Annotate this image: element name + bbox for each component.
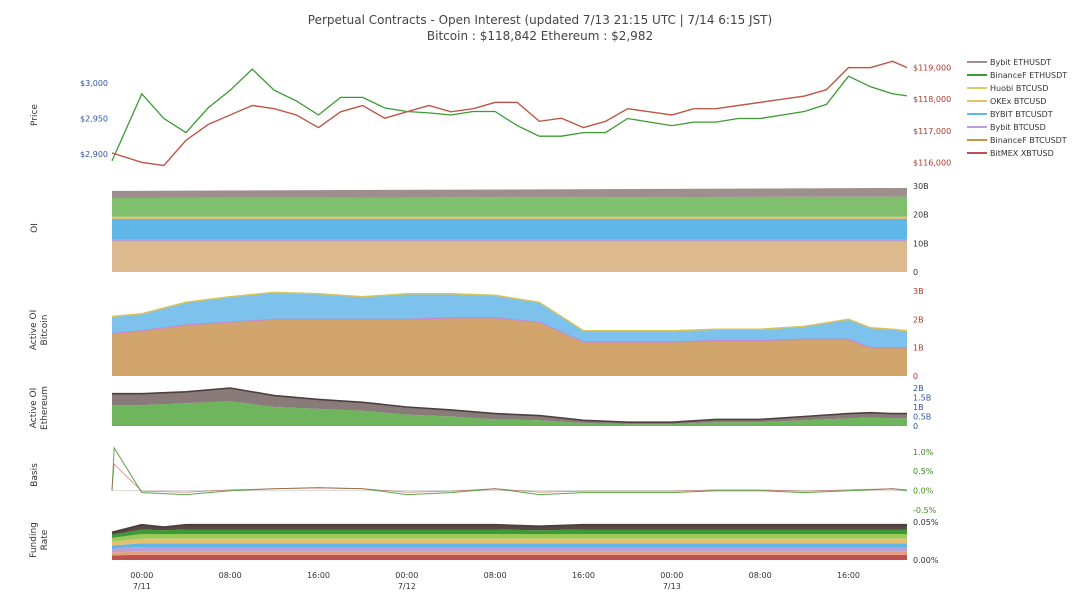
funding-ylabel-1: Funding — [29, 522, 39, 558]
legend-label: Bybit ETHUSDT — [990, 58, 1051, 67]
basis-tick: -0.5% — [913, 506, 937, 515]
x-tick-time: 00:00 — [395, 571, 418, 580]
price-left-tick: $2,950 — [80, 115, 108, 124]
active-eth-ylabel-2: Ethereum — [40, 386, 50, 430]
funding-top-line — [111, 523, 907, 534]
oi-area-bybit-btcusdt — [112, 219, 907, 239]
active-btc-panel: 3B 2B 1B 0 — [111, 287, 924, 381]
active-btc-tick: 1B — [913, 344, 924, 353]
basis-line-btc — [111, 463, 908, 493]
funding-area-binancef-ethusdt — [112, 529, 907, 538]
legend-label: BinanceF ETHUSDT — [990, 71, 1067, 80]
eth-price-line — [111, 68, 908, 162]
oi-area-okex-btcusd — [112, 216, 907, 219]
btc-price-line-shadow — [111, 60, 908, 167]
active-btc-tick: 2B — [913, 315, 924, 324]
oi-tick: 20B — [913, 211, 929, 220]
funding-area-okex-btcusd — [112, 538, 907, 546]
funding-panel: 0.05% 0.00% — [111, 518, 939, 565]
legend: Bybit ETHUSDT BinanceF ETHUSDT Huobi BTCUS… — [967, 58, 1067, 158]
chart-title-line1: Perpetual Contracts - Open Interest (upd… — [308, 13, 772, 27]
active-btc-top-line — [111, 291, 908, 332]
active-eth-tick: 0 — [913, 422, 918, 431]
price-right-tick: $119,000 — [913, 64, 951, 73]
price-panel: $3,000 $2,950 $2,900 $119,000 $118,000 $117,0… — [80, 60, 951, 167]
active-btc-ylabel-2: Bitcoin — [40, 315, 50, 346]
basis-tick: 0.0% — [913, 487, 934, 496]
funding-area-huobi-btcusd — [112, 534, 907, 542]
oi-panel: 30B 20B 10B 0 — [112, 182, 929, 277]
btc-price-line — [111, 60, 908, 167]
funding-tick: 0.00% — [913, 556, 939, 565]
legend-label: BYBIT BTCUSDT — [990, 110, 1053, 119]
x-tick-time: 08:00 — [484, 571, 507, 580]
oi-tick: 10B — [913, 239, 929, 248]
funding-area-bybit-ethusdt — [112, 524, 907, 535]
price-left-tick: $2,900 — [80, 150, 108, 159]
active-btc-area-binancef-btcusdt — [112, 317, 907, 376]
x-tick-date: 7/12 — [398, 582, 416, 591]
active-btc-tick: 3B — [913, 287, 924, 296]
legend-label: BitMEX XBTUSD — [990, 149, 1054, 158]
x-tick-date: 7/13 — [663, 582, 681, 591]
chart-title-line2: Bitcoin : $118,842 Ethereum : $2,982 — [427, 29, 653, 43]
x-tick-time: 16:00 — [837, 571, 860, 580]
oi-tick: 0 — [913, 268, 918, 277]
active-eth-area-binancef-ethusdt — [112, 401, 907, 426]
funding-area-binancef-btcusdt — [112, 551, 907, 556]
legend-label: Bybit BTCUSD — [990, 123, 1046, 132]
basis-tick: 0.5% — [913, 467, 934, 476]
price-right-tick: $117,000 — [913, 127, 951, 136]
basis-ylabel: Basis — [30, 463, 40, 487]
funding-area-bitmex-xbtusd — [112, 554, 907, 560]
active-eth-tick: 1B — [913, 403, 924, 412]
basis-line — [111, 446, 908, 496]
price-right-tick: $116,000 — [913, 158, 951, 167]
oi-ylabel: OI — [30, 223, 40, 233]
funding-tick: 0.05% — [913, 518, 939, 527]
funding-area-bybit-btcusd — [112, 547, 907, 553]
x-tick-time: 16:00 — [307, 571, 330, 580]
x-axis: 00:00 7/11 08:00 16:00 00:00 7/12 08:00 16:00 00… — [130, 571, 860, 591]
active-eth-ylabel-1: Active OI — [29, 388, 39, 428]
oi-area-binancef-btcusdt — [112, 241, 907, 272]
oi-area-binancef-ethusdt — [112, 196, 907, 217]
active-eth-tick: 0.5B — [913, 413, 931, 422]
price-left-tick: $3,000 — [80, 79, 108, 88]
basis-panel: 1.0% 0.5% 0.0% -0.5% — [111, 446, 937, 515]
oi-tick: 30B — [913, 182, 929, 191]
active-btc-area-bybit-btcusdt — [112, 292, 907, 348]
oi-area-bybit-ethusdt — [112, 188, 907, 198]
legend-label: BinanceF BTCUSDT — [990, 136, 1067, 145]
active-eth-tick: 2B — [913, 384, 924, 393]
active-eth-tick: 1.5B — [913, 394, 931, 403]
active-eth-top-line — [112, 387, 907, 423]
active-btc-ylabel-1: Active OI — [29, 310, 39, 350]
x-tick-date: 7/11 — [133, 582, 151, 591]
x-tick-time: 00:00 — [660, 571, 683, 580]
active-btc-tick: 0 — [913, 372, 918, 381]
price-right-tick: $118,000 — [913, 95, 951, 104]
oi-area-bybit-btcusd — [112, 239, 907, 242]
basis-tick: 1.0% — [913, 448, 934, 457]
legend-label: Huobi BTCUSD — [990, 84, 1048, 93]
funding-ylabel-2: Rate — [40, 529, 50, 550]
x-tick-time: 00:00 — [130, 571, 153, 580]
x-tick-time: 08:00 — [749, 571, 772, 580]
x-tick-time: 08:00 — [219, 571, 242, 580]
x-tick-time: 16:00 — [572, 571, 595, 580]
active-btc-mid-line — [111, 317, 907, 349]
legend-label: OKEx BTCUSD — [990, 97, 1046, 106]
funding-area-bybit-btcusdt — [112, 543, 907, 549]
price-ylabel: Price — [30, 104, 40, 126]
